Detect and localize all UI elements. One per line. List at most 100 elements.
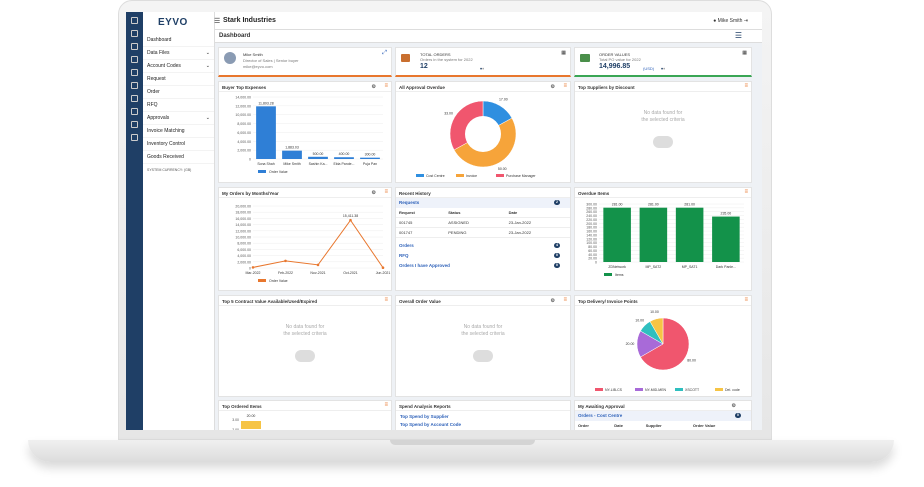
bar [360, 157, 380, 159]
orders-section[interactable]: Orders 4 [396, 241, 570, 251]
data-label: 20.00 [626, 342, 635, 346]
nav-icon-1[interactable] [131, 30, 138, 37]
legend-label: XSCOTT [685, 388, 700, 392]
menu-toggle-icon[interactable]: ☰ [214, 18, 221, 25]
icon-rail [126, 12, 143, 430]
overall-order-card: Overall Order Value ⚙ ≡ No data found for t… [395, 295, 571, 397]
bar [675, 207, 704, 262]
nav-item-7[interactable]: Invoice Matching [143, 125, 214, 138]
bar [712, 216, 740, 262]
nav-icon-8[interactable] [131, 121, 138, 128]
data-label: 281.00 [684, 203, 695, 207]
menu-icon[interactable]: ≡ [563, 297, 567, 303]
legend-label: Order Value [269, 170, 288, 174]
y-tick-label: 0 [249, 267, 251, 271]
empty-state-icon [653, 136, 673, 148]
approved-orders-section[interactable]: Orders I have Approved 0 [396, 261, 570, 271]
nav-icon-2[interactable] [131, 43, 138, 50]
spend-by-supplier-link[interactable]: Top Spend by Supplier [400, 414, 449, 419]
x-tick-label: MP_SAT1 [682, 265, 698, 269]
data-label: 50.00 [498, 167, 507, 171]
settings-icon[interactable]: ⚙ [550, 84, 555, 90]
chevron-down-icon: ⌄ [205, 50, 210, 56]
legend-label: Items [615, 273, 624, 277]
y-tick-label: 20.00 [588, 257, 597, 261]
order-values-title: ORDER VALUES [599, 52, 631, 57]
nav-icon-0[interactable] [131, 17, 138, 24]
requests-section[interactable]: Requests 2 [396, 198, 570, 208]
carousel-dots[interactable]: •• [480, 67, 485, 73]
calendar-icon[interactable]: ▦ [561, 50, 566, 56]
menu-icon[interactable]: ≡ [384, 402, 388, 408]
x-tick-label: Oct-2021 [343, 271, 357, 275]
box-icon [401, 54, 410, 62]
top-ordered-card: Top Ordered Items ≡ 3.00 2.00 20.00 [218, 400, 392, 430]
menu-icon[interactable]: ≡ [384, 83, 388, 89]
nav-icon-7[interactable] [131, 108, 138, 115]
calendar-icon[interactable]: ▦ [742, 50, 747, 56]
menu-icon[interactable]: ≡ [563, 83, 567, 89]
nav-item-3[interactable]: Request [143, 73, 214, 86]
y-tick-label: 0 [249, 158, 251, 162]
logout-icon[interactable]: ⇥ [743, 18, 748, 24]
menu-icon[interactable]: ≡ [744, 189, 748, 195]
top5-contract-card: Top 5 Contract Value Available/Used/Expi… [218, 295, 392, 397]
menu-icon[interactable]: ≡ [384, 189, 388, 195]
data-label: 400.00 [339, 152, 350, 156]
y-tick-label: 4,000.00 [237, 254, 251, 258]
bar [308, 156, 328, 159]
nav-icon-3[interactable] [131, 56, 138, 63]
data-label: 11,893.28 [258, 101, 273, 105]
table-row[interactable]: 001745 ASSIGNED 23-Jan-2022 [396, 217, 570, 228]
user-menu[interactable]: ● Mike Smith ⇥ [713, 18, 748, 24]
bar [334, 157, 354, 159]
overdue-items-chart: 020.0040.0060.0080.00100.00120.00140.001… [586, 203, 744, 277]
table-row[interactable]: 001747 PENDING 23-Jan-2022 [396, 227, 570, 238]
order-values-card: ORDER VALUES Total PO value for 2022 14,… [574, 47, 752, 77]
my-orders-chart: 0 2,000.00 4,000.00 6,000.00 8,000.00 10,000.… [235, 205, 390, 284]
rfq-section[interactable]: RFQ 0 [396, 251, 570, 261]
settings-icon[interactable]: ⚙ [731, 403, 736, 409]
legend-label: Invoice [466, 174, 477, 178]
hamburger-icon[interactable]: ☰ [734, 31, 742, 40]
nav-item-9[interactable]: Goods Received [143, 151, 214, 164]
no-data-message: No data found for the selected criteria [283, 324, 327, 337]
card-title: My Orders by Months/Year [222, 191, 279, 196]
carousel-dots[interactable]: •• [661, 67, 666, 73]
x-tick-label: Mar-2022 [246, 271, 261, 275]
menu-icon[interactable]: ≡ [744, 297, 748, 303]
y-tick-label: 16,000.00 [235, 217, 251, 221]
y-tick-label: 10,000.00 [235, 113, 251, 117]
no-data-message: No data found for the selected criteria [641, 110, 685, 123]
expand-icon[interactable]: ⤢ [382, 50, 387, 56]
settings-icon[interactable]: ⚙ [371, 190, 376, 196]
app-screen: EYVO Dashboard Data Files ⌄ Account Codes ⌄ R… [126, 12, 762, 430]
menu-icon[interactable]: ≡ [384, 297, 388, 303]
nav-item-6[interactable]: Approvals ⌄ [143, 112, 214, 125]
y-tick-label: 100.00 [586, 241, 597, 245]
data-label: 33.00 [444, 112, 453, 116]
nav-icon-5[interactable] [131, 82, 138, 89]
y-tick-label: 12,000.00 [235, 229, 251, 233]
nav-icon-9[interactable] [131, 134, 138, 141]
nav-item-4[interactable]: Order [143, 86, 214, 99]
order-values-currency: (USD) [643, 66, 655, 71]
settings-icon[interactable]: ⚙ [371, 84, 376, 90]
x-tick-label: Sona Shah [257, 162, 274, 166]
profile-role: Director of Sales | Senior buyer [243, 58, 299, 63]
nav-item-1[interactable]: Data Files ⌄ [143, 47, 214, 60]
nav-item-0[interactable]: Dashboard [143, 34, 214, 47]
nav-icon-4[interactable] [131, 69, 138, 76]
menu-icon[interactable]: ≡ [744, 83, 748, 89]
pie-slice [640, 317, 690, 371]
total-orders-value: 12 [420, 63, 428, 70]
cost-centre-section[interactable]: Orders - Cost Centre 0 [575, 411, 751, 421]
nav-item-8[interactable]: Inventory Control [143, 138, 214, 151]
nav-item-2[interactable]: Account Codes ⌄ [143, 60, 214, 73]
spend-by-account-link[interactable]: Top Spend by Account Code [400, 422, 461, 427]
settings-icon[interactable]: ⚙ [550, 298, 555, 304]
x-tick-label: Dark Panle... [716, 265, 736, 269]
nav-icon-6[interactable] [131, 95, 138, 102]
nav-item-5[interactable]: RFQ [143, 99, 214, 112]
chevron-down-icon: ⌄ [205, 115, 210, 121]
